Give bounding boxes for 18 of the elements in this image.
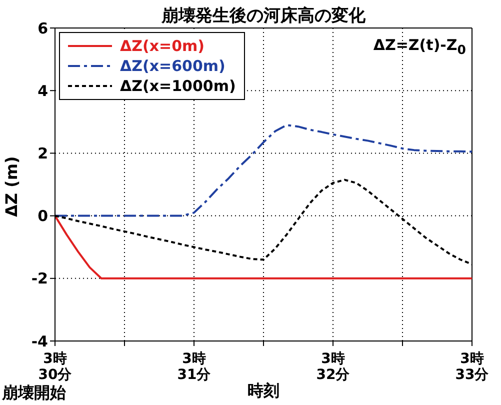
y-tick-label: 0 [38, 207, 48, 226]
y-tick-label: 2 [38, 144, 48, 163]
x-tick-label: 3時 32分 [316, 351, 351, 383]
legend-label: ΔZ(x=1000m) [120, 77, 236, 95]
x-tick-label: 3時 31分 [177, 351, 212, 383]
text: 崩壊開始 [2, 383, 66, 404]
y-tick-label: 6 [38, 19, 48, 38]
x-axis-title: 時刻 [248, 381, 280, 400]
y-tick-label: -2 [31, 270, 48, 288]
legend-label: ΔZ(x=600m) [120, 57, 226, 75]
annotation: ΔZ=Z(t)-Z$_{0}$ [373, 36, 466, 57]
y-tick-label: 4 [38, 82, 48, 100]
chart-title: 崩壊発生後の河床高の変化 [160, 5, 366, 27]
x-tick-label: 3時 30分 [38, 351, 73, 383]
legend-label: ΔZ(x=0m) [120, 37, 205, 55]
y-tick-label: -4 [31, 332, 48, 350]
x-tick-label: 3時 33分 [455, 351, 490, 383]
y-axis-title: ΔZ (m) [2, 156, 22, 216]
